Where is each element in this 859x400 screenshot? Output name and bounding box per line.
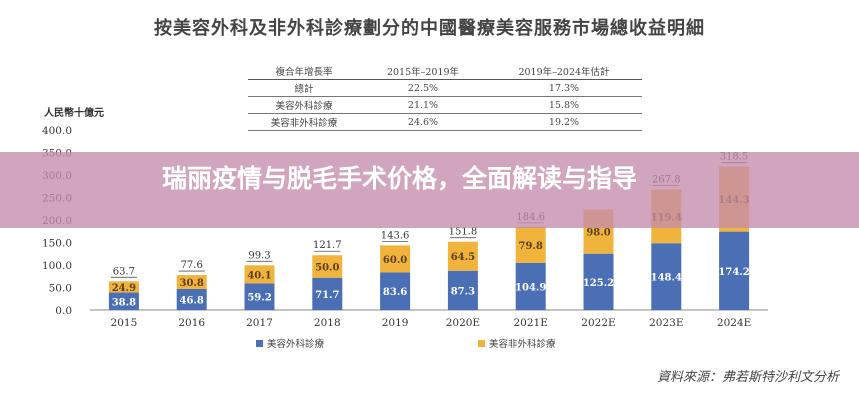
data-label: 24.9: [112, 283, 136, 294]
data-label: 79.8: [519, 241, 543, 252]
legend-swatch: [256, 339, 263, 347]
cagr-header: 2019年–2024年估計: [486, 63, 642, 80]
x-tick-label: 2019: [382, 317, 409, 329]
x-tick-label: 2017: [246, 317, 273, 329]
bar-non-surgical: [447, 241, 478, 271]
cagr-row: 美容非外科診療 24.6% 19.2%: [248, 113, 642, 131]
data-label: 174.2: [718, 267, 749, 278]
total-label: 143.6: [381, 230, 410, 241]
bar-surgical: [244, 283, 275, 310]
y-tick-label: 150.0: [42, 238, 72, 250]
total-label: 121.7: [313, 240, 342, 251]
bar-surgical: [447, 270, 478, 310]
data-label: 104.9: [515, 282, 546, 293]
bar-surgical: [583, 253, 614, 310]
bar-non-surgical: [244, 265, 275, 284]
x-tick-label: 2022E: [581, 317, 615, 329]
x-tick-label: 2020E: [446, 317, 480, 329]
cagr-cell: 美容非外科診療: [248, 113, 360, 131]
y-tick-label: 100.0: [42, 260, 72, 272]
data-label: 40.1: [247, 270, 271, 281]
bar-surgical: [312, 277, 343, 310]
bar-non-surgical: [515, 226, 546, 263]
total-label: 99.3: [248, 250, 270, 261]
cagr-header: 2015年–2019年: [360, 63, 486, 80]
bar-non-surgical: [176, 275, 207, 289]
data-label: 148.4: [651, 273, 682, 284]
cagr-header: 複合年增長率: [248, 63, 360, 80]
data-label: 60.0: [383, 255, 407, 266]
data-label: 59.2: [247, 293, 271, 304]
cagr-table: 複合年增長率 2015年–2019年 2019年–2024年估計 總計 22.5…: [248, 63, 642, 131]
cagr-cell: 19.2%: [486, 113, 642, 131]
data-label: 98.0: [586, 228, 610, 239]
legend-label: 美容非外科診療: [489, 339, 556, 350]
bar-non-surgical: [312, 255, 343, 278]
bar-surgical: [176, 288, 207, 310]
bar-surgical: [380, 272, 411, 310]
cagr-cell: 21.1%: [360, 96, 486, 114]
y-tick-label: 400.0: [42, 125, 72, 137]
cagr-cell: 24.6%: [360, 113, 486, 131]
cagr-cell: 15.8%: [486, 96, 642, 114]
total-label: 63.7: [113, 266, 135, 277]
data-label: 50.0: [315, 262, 339, 273]
data-label: 83.6: [383, 287, 407, 298]
data-label: 64.5: [451, 252, 475, 263]
cagr-row: 總計 22.5% 17.3%: [248, 79, 642, 97]
cagr-header-row: 複合年增長率 2015年–2019年 2019年–2024年估計: [248, 63, 642, 80]
data-label: 71.7: [315, 290, 339, 301]
chart-title: 按美容外科及非外科診療劃分的中國醫療美容服務市場總收益明細: [154, 18, 705, 39]
bar-surgical: [515, 262, 546, 310]
total-label: 77.6: [181, 260, 203, 271]
legend-label: 美容外科診療: [267, 339, 325, 350]
banner-text: 瑞丽疫情与脱毛手术价格，全面解读与指导: [161, 164, 637, 193]
x-tick-label: 2018: [314, 317, 341, 329]
y-tick-label: 0.0: [55, 305, 72, 317]
overlay-banner: 瑞丽疫情与脱毛手术价格，全面解读与指导: [0, 152, 859, 228]
x-tick-label: 2021E: [514, 317, 548, 329]
x-tick-label: 2023E: [649, 317, 683, 329]
y-axis-label: 人民幣十億元: [44, 108, 104, 119]
data-label: 38.8: [112, 297, 136, 308]
data-label: 30.8: [180, 278, 204, 289]
cagr-row: 美容外科診療 21.1% 15.8%: [248, 96, 642, 114]
x-tick-label: 2016: [178, 317, 205, 329]
source-note: 資料來源：弗若斯特沙利文分析: [656, 370, 839, 385]
cagr-cell: 22.5%: [360, 79, 486, 97]
bar-non-surgical: [380, 245, 411, 273]
data-label: 125.2: [583, 278, 614, 289]
bar-surgical: [108, 292, 139, 310]
x-tick-label: 2024E: [717, 317, 751, 329]
data-label: 46.8: [180, 295, 204, 306]
data-label: 87.3: [451, 286, 475, 297]
cagr-cell: 美容外科診療: [248, 96, 360, 114]
legend-item-surgical: 美容外科診療: [256, 336, 324, 350]
bar-surgical: [719, 231, 750, 310]
bar-non-surgical: [108, 281, 139, 293]
cagr-cell: 17.3%: [486, 79, 642, 97]
total-label: 151.8: [449, 227, 478, 238]
legend-item-non-surgical: 美容非外科診療: [478, 336, 556, 350]
y-tick-label: 50.0: [49, 283, 72, 295]
legend-swatch: [478, 339, 485, 347]
x-tick-label: 2015: [111, 317, 138, 329]
bar-surgical: [651, 243, 682, 310]
cagr-cell: 總計: [248, 79, 360, 97]
